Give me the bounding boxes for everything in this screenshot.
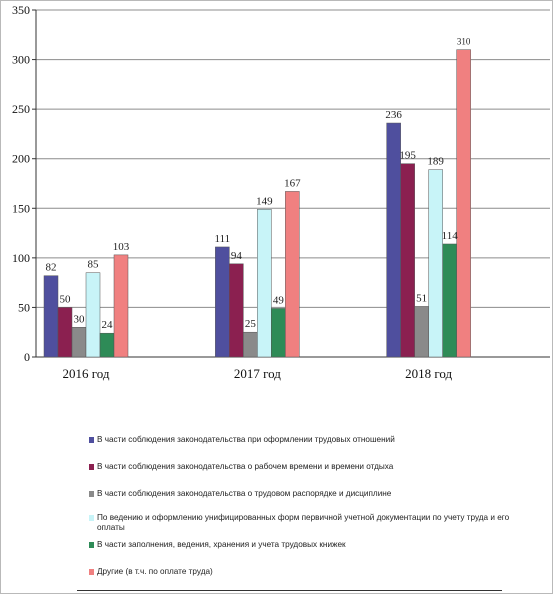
y-tick-labels: 0 50 100 150 200 250 300 350 (12, 3, 30, 364)
bar (215, 246, 230, 358)
bar (456, 49, 471, 358)
data-label: 103 (113, 241, 130, 253)
legend-item: В части соблюдения законодательства о ра… (89, 462, 517, 472)
data-label: 50 (60, 293, 72, 305)
legend-swatch (89, 491, 94, 497)
legend-item: Другие (в т.ч. по оплате труда) (89, 567, 517, 577)
data-label: 25 (245, 318, 257, 330)
x-tick-label: 2017 год (234, 366, 281, 381)
y-tick-label: 0 (24, 350, 30, 364)
bar (271, 308, 286, 358)
bar (442, 243, 457, 358)
data-label: 94 (231, 250, 243, 262)
legend-label: В части заполнения, ведения, хранения и … (97, 540, 346, 549)
legend-swatch (89, 569, 94, 575)
y-tick-label: 350 (12, 3, 30, 17)
y-tick-label: 100 (12, 251, 30, 265)
data-label: 82 (46, 262, 57, 274)
x-tick-label: 2018 год (405, 366, 452, 381)
data-label: 167 (284, 177, 301, 189)
y-tick-label: 150 (12, 201, 30, 215)
data-label: 149 (256, 195, 273, 207)
bar (113, 254, 129, 358)
bar (243, 331, 258, 358)
bar (428, 169, 443, 358)
bar (71, 327, 87, 358)
legend-divider (77, 590, 502, 591)
y-tick-label: 250 (12, 102, 30, 116)
x-tick-label: 2016 год (63, 366, 110, 381)
legend-swatch (89, 437, 94, 443)
bar-chart: 8250308524103111942514949167236195511891… (12, 3, 550, 381)
x-tick-labels: 2016 год 2017 год 2018 год (63, 366, 453, 381)
bar (285, 191, 300, 358)
bar (85, 272, 101, 358)
legend-item: По ведению и оформлению унифицированных … (89, 513, 517, 533)
data-label: 236 (385, 109, 402, 121)
y-tick-label: 300 (12, 53, 30, 67)
legend-label: Другие (в т.ч. по оплате труда) (97, 567, 213, 576)
data-label: 189 (427, 156, 444, 168)
legend-label: В части соблюдения законодательства при … (97, 435, 395, 444)
y-tick-label: 50 (18, 300, 30, 314)
data-label: 49 (273, 294, 285, 306)
data-label: 24 (102, 319, 114, 331)
legend-swatch (89, 464, 94, 470)
legend-swatch (89, 542, 94, 548)
data-label: 114 (442, 230, 459, 242)
legend-label: По ведению и оформлению унифицированных … (97, 513, 510, 532)
legend-item: В части заполнения, ведения, хранения и … (89, 540, 517, 550)
y-tick-label: 200 (12, 152, 30, 166)
data-label: 310 (457, 37, 471, 47)
bar (229, 263, 244, 358)
bar (57, 307, 73, 358)
legend-item: В части соблюдения законодательства при … (89, 435, 517, 445)
data-label: 51 (416, 292, 427, 304)
data-label: 85 (88, 259, 100, 271)
bar (257, 209, 272, 358)
legend-label: В части соблюдения законодательства о тр… (97, 489, 392, 498)
legend-swatch (89, 515, 94, 521)
bars (43, 49, 471, 358)
bar (400, 163, 415, 358)
data-label: 195 (399, 150, 416, 162)
legend-item: В части соблюдения законодательства о тр… (89, 489, 517, 499)
bar (414, 306, 429, 358)
data-label: 30 (74, 313, 86, 325)
data-label: 111 (214, 233, 230, 245)
bar (43, 275, 59, 358)
bar (99, 332, 115, 358)
legend-label: В части соблюдения законодательства о ра… (97, 462, 394, 471)
